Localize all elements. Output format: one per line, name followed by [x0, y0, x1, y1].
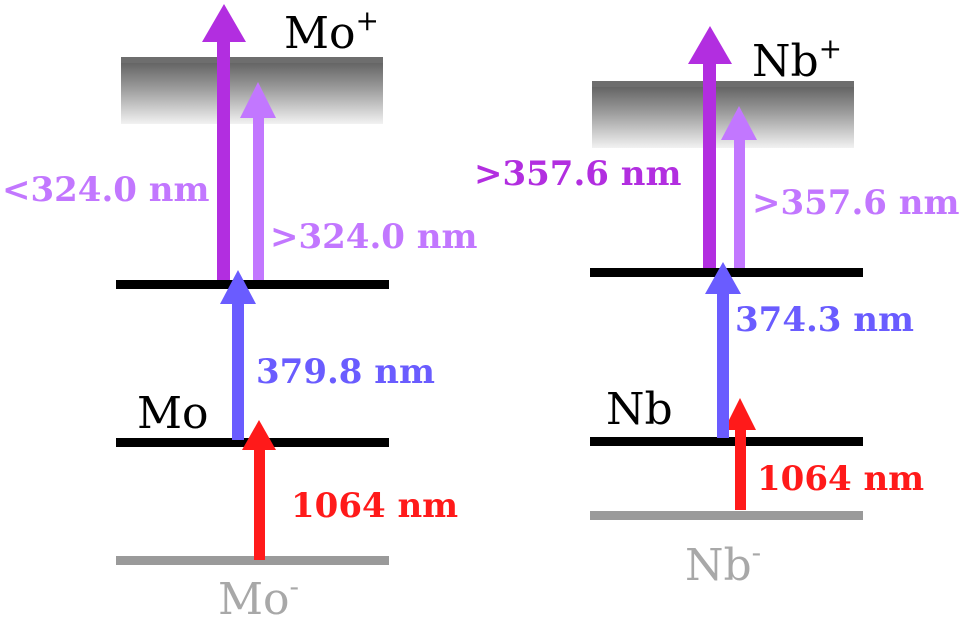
mo-above-threshold-arrow — [240, 82, 276, 280]
nb-anion-label: Nb- — [685, 536, 761, 591]
mo-anion-label: Mo- — [218, 570, 299, 620]
nb-ion-threshold-line — [592, 81, 854, 87]
mo-neutral-label: Mo — [137, 388, 209, 439]
mo-ion-label: Mo+ — [284, 4, 379, 59]
mo-excitation-label: 379.8 nm — [256, 352, 435, 392]
nb-ionization-arrow-a — [688, 26, 732, 268]
nb-scheme: Nb+ Nb Nb- 1064 nm 374.3 nm >357.6 nm >3… — [474, 26, 960, 591]
mo-below-threshold-label: <324.0 nm — [2, 170, 210, 210]
mo-above-threshold-label: >324.0 nm — [270, 217, 478, 257]
nb-ionization-label-b: >357.6 nm — [752, 183, 960, 223]
mo-excitation-arrow — [220, 270, 256, 440]
nb-neutral-ground-level — [590, 437, 863, 446]
nb-ionization-arrow-b — [721, 106, 757, 268]
nb-excitation-arrow — [705, 262, 741, 438]
nb-ionization-label-a: >357.6 nm — [474, 154, 682, 194]
mo-anion-level — [116, 556, 389, 565]
mo-1064-label: 1064 nm — [291, 486, 458, 526]
mo-below-threshold-arrow — [202, 4, 246, 280]
mo-scheme: Mo+ Mo Mo- 1064 nm 379.8 nm >324.0 nm <3… — [2, 4, 478, 620]
nb-excitation-label: 374.3 nm — [735, 300, 914, 340]
mo-ion-threshold-line — [121, 57, 383, 63]
nb-ion-label: Nb+ — [752, 32, 842, 87]
nb-anion-level — [590, 511, 863, 520]
mo-intermediate-level — [116, 280, 389, 289]
nb-1064-label: 1064 nm — [757, 459, 924, 499]
mo-1064-arrow — [242, 420, 276, 560]
nb-neutral-label: Nb — [606, 384, 673, 435]
nb-1064-arrow — [724, 398, 756, 510]
